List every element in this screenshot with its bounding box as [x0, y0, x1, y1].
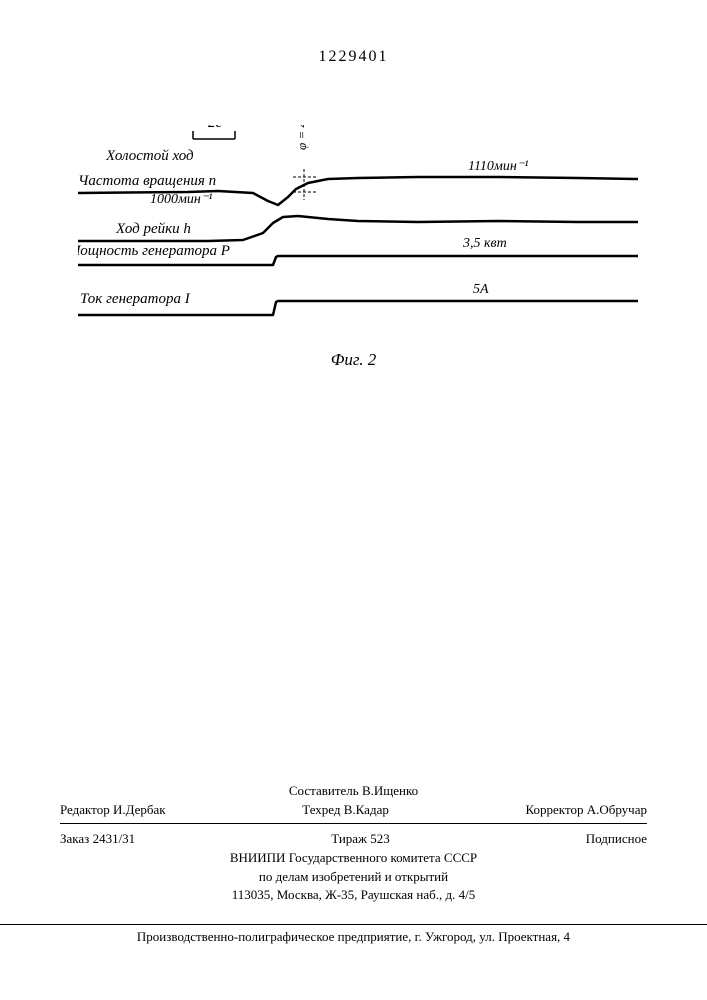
- credits-row: Редактор И.Дербак Техред В.Кадар Коррект…: [60, 801, 647, 819]
- editor-label: Редактор: [60, 802, 110, 817]
- circulation-cell: Тираж 523: [331, 830, 390, 848]
- diagram-label: 1110мин⁻¹: [468, 159, 528, 174]
- page: 1229401 2с Холостой ход Частота вращения n…: [0, 0, 707, 1000]
- order-cell: Заказ 2431/31: [60, 830, 135, 848]
- editor-cell: Редактор И.Дербак: [60, 801, 166, 819]
- corrector-label: Корректор: [526, 802, 584, 817]
- imprint-block: Составитель В.Ищенко Редактор И.Дербак Т…: [60, 781, 647, 905]
- figure-caption: Фиг. 2: [0, 350, 707, 370]
- order-label: Заказ: [60, 831, 89, 846]
- order-value: 2431/31: [93, 831, 136, 846]
- divider-1: [60, 823, 647, 824]
- phi-annotation: φ = 4,3 %: [294, 125, 309, 150]
- circulation-label: Тираж: [331, 831, 367, 846]
- compiler-label: Составитель: [289, 783, 359, 798]
- document-number: 1229401: [0, 48, 707, 66]
- corrector-name: А.Обручар: [587, 802, 647, 817]
- diagram-label: Холостой ход: [105, 148, 194, 164]
- scale-label: 2с: [208, 125, 223, 131]
- diagram-label: Ток генератора I: [80, 291, 191, 307]
- compiler-line: Составитель В.Ищенко: [60, 782, 647, 800]
- circulation-value: 523: [370, 831, 390, 846]
- order-row: Заказ 2431/31 Тираж 523 Подписное: [60, 830, 647, 848]
- editor-name: И.Дербак: [113, 802, 166, 817]
- org-line-1: ВНИИПИ Государственного комитета СССР: [60, 849, 647, 867]
- oscillogram-diagram: 2с Холостой ход Частота вращения n 1000мин⁻…: [78, 125, 638, 350]
- printer-line: Производственно-полиграфическое предприя…: [0, 929, 707, 945]
- diagram-label: Частота вращения n: [78, 173, 216, 189]
- org-line-2: по делам изобретений и открытий: [60, 868, 647, 886]
- corrector-cell: Корректор А.Обручар: [526, 801, 647, 819]
- diagram-label: 5А: [473, 282, 489, 297]
- tech-name: В.Кадар: [344, 802, 389, 817]
- divider-2: [0, 924, 707, 925]
- diagram-label: Мощность генератора P: [78, 243, 230, 259]
- diagram-label: 3,5 квт: [462, 236, 507, 251]
- tech-label: Техред: [302, 802, 340, 817]
- diagram-label: Ход рейки h: [115, 221, 191, 237]
- address-line: 113035, Москва, Ж-35, Раушская наб., д. …: [60, 886, 647, 904]
- diagram-label: 1000мин⁻¹: [150, 192, 212, 207]
- subscription-cell: Подписное: [586, 830, 647, 848]
- tech-cell: Техред В.Кадар: [302, 801, 389, 819]
- compiler-name: В.Ищенко: [362, 783, 418, 798]
